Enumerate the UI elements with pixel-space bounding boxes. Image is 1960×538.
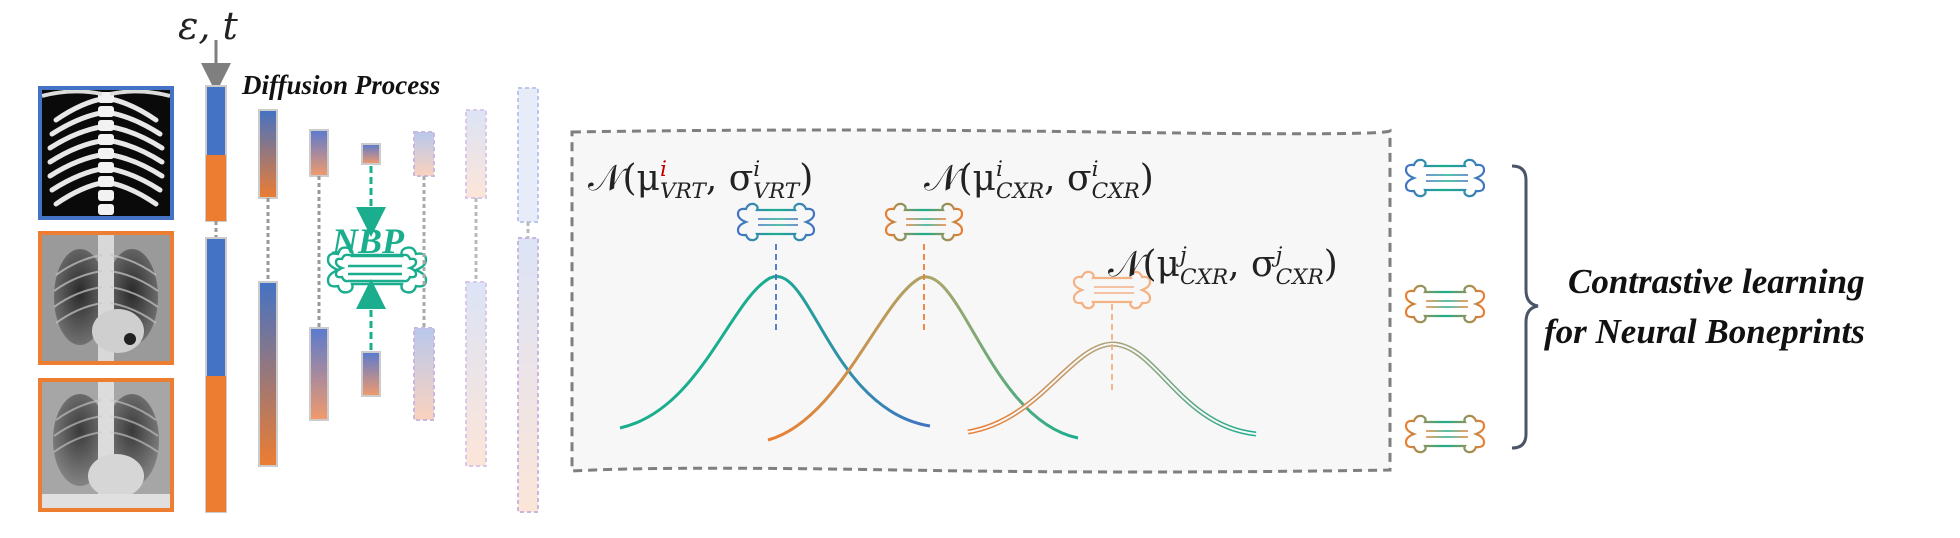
chest-xray-image-1: [38, 231, 174, 365]
bone-icon-vrt: [736, 202, 816, 242]
vertebra-radiograph-image: [38, 86, 174, 220]
contrastive-title-line-2: for Neural Boneprints: [1544, 312, 1865, 351]
diffusion-step-6-bottom: [517, 237, 539, 513]
grouping-brace: [1511, 164, 1539, 450]
chest-xray-drawing-2: [42, 382, 170, 508]
nbp-label: NBP: [332, 221, 404, 261]
noise-timestep-label: ε, t: [178, 4, 238, 48]
bone-icon-cxr-i: [884, 202, 964, 242]
contrastive-bone-icon-blue: [1404, 158, 1486, 198]
chest-xray-drawing-1: [42, 235, 170, 361]
contrastive-title-line-1: Contrastive learning: [1568, 262, 1865, 301]
contrastive-bone-icon-orange-1: [1404, 284, 1486, 324]
diffusion-process-columns: [201, 40, 539, 513]
diffusion-step-5-bottom: [465, 281, 487, 467]
nbp-bone-icon: [326, 246, 428, 294]
gaussian-curve-cxr-i: [767, 275, 1079, 442]
diffusion-process-title: Diffusion Process: [242, 70, 441, 100]
diffusion-step-4-bottom: [413, 327, 435, 421]
diffusion-step-3-top: [361, 143, 381, 165]
distribution-label-cxr-j: 𝒩(μ j CXR, σ j CXR): [1108, 243, 1338, 290]
chest-xray-image-2: [38, 378, 174, 512]
panel-frame: [570, 128, 1392, 474]
bone-icon-cxr-j: [1072, 270, 1152, 310]
distribution-label-cxr-i: 𝒩(μ i CXR, σ i CXR): [924, 157, 1154, 204]
diffusion-step-5-top: [465, 109, 487, 199]
distribution-label-vrt: 𝒩(μ i VRT, σ i VRT): [588, 157, 814, 204]
diffusion-step-2-bottom: [309, 327, 329, 421]
gaussian-curve-vrt: [619, 275, 931, 430]
contrastive-bone-icon-orange-2: [1404, 414, 1486, 454]
diffusion-step-1-bottom: [258, 281, 278, 467]
diffusion-step-3-bottom: [361, 351, 381, 397]
vertebra-radiograph-drawing: [42, 90, 170, 216]
